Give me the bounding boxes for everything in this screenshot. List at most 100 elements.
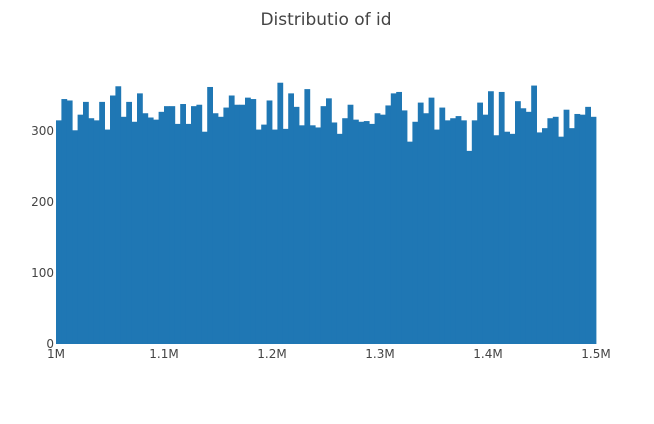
- histogram-bar: [374, 113, 381, 344]
- histogram-bar: [201, 131, 208, 344]
- histogram-bar: [174, 123, 181, 345]
- histogram-bar: [320, 106, 327, 345]
- histogram-bar: [504, 131, 510, 344]
- histogram-bar: [412, 121, 419, 345]
- histogram-bar: [299, 125, 305, 344]
- histogram-bar: [471, 120, 478, 344]
- histogram-bar: [428, 97, 435, 344]
- x-tick-label: 1.2M: [257, 347, 286, 361]
- histogram-bar: [488, 91, 494, 345]
- histogram-bar: [552, 116, 559, 344]
- histogram-bar: [569, 128, 575, 344]
- histogram-bar: [131, 121, 138, 345]
- y-tick-label: 0: [46, 337, 54, 351]
- histogram-bar: [369, 123, 375, 345]
- histogram-bar: [72, 130, 78, 344]
- x-tick-label: 1M: [47, 347, 65, 361]
- histogram-bar: [126, 101, 132, 344]
- y-tick-label: 100: [31, 266, 54, 280]
- histogram-bar: [153, 119, 159, 344]
- histogram-bar: [536, 132, 543, 344]
- histogram-bar: [304, 89, 311, 344]
- histogram-bar: [288, 93, 294, 345]
- histogram-bar: [115, 86, 122, 345]
- histogram-bar: [401, 110, 408, 344]
- histogram-bar: [336, 133, 343, 344]
- histogram-bar: [282, 128, 289, 344]
- y-tick-label: 200: [31, 195, 54, 209]
- histogram-bar: [66, 100, 73, 344]
- histogram-bar: [185, 123, 192, 345]
- histogram-bar: [493, 135, 500, 344]
- histogram-bar: [466, 150, 473, 344]
- histogram-bar: [563, 109, 570, 344]
- histogram-bar: [342, 118, 348, 344]
- y-tick-label: 300: [31, 124, 54, 138]
- histogram-bar: [477, 102, 483, 344]
- x-tick-label: 1.5M: [581, 347, 610, 361]
- histogram-bar: [423, 113, 429, 344]
- histogram-bar: [515, 101, 521, 345]
- histogram-bar: [574, 113, 581, 345]
- histogram-bar: [88, 118, 95, 344]
- histogram-bar: [439, 107, 446, 344]
- histogram-bar: [347, 104, 354, 344]
- histogram-bar: [147, 117, 154, 344]
- histogram-bar: [104, 129, 111, 344]
- histogram-bar: [331, 122, 338, 344]
- histogram-bar: [234, 104, 240, 344]
- histogram-bar: [380, 114, 386, 344]
- y-axis-ticks: 0 100 200 300: [31, 124, 54, 351]
- histogram-bar: [77, 114, 84, 344]
- histogram-bar: [531, 85, 537, 344]
- histogram-bar: [245, 97, 251, 344]
- histogram-bar: [520, 108, 527, 344]
- histogram-bar: [434, 129, 440, 344]
- x-tick-label: 1.4M: [473, 347, 502, 361]
- histogram-bar: [293, 106, 300, 344]
- bars-group: [56, 82, 597, 345]
- chart-title: Distributio of id: [260, 10, 391, 30]
- histogram-bar: [207, 86, 213, 344]
- histogram-bar: [363, 121, 370, 344]
- histogram-bar: [590, 116, 597, 344]
- histogram-bar: [390, 93, 397, 345]
- histogram-bar: [93, 120, 100, 344]
- histogram-bar: [272, 129, 278, 344]
- histogram-bar: [579, 114, 586, 344]
- histogram-bar: [239, 104, 246, 344]
- histogram-bar: [266, 100, 273, 344]
- histogram-bar: [196, 104, 203, 344]
- histogram-bar: [277, 82, 284, 344]
- histogram-bar: [450, 118, 456, 344]
- histogram-bar: [223, 107, 230, 344]
- histogram-bar: [482, 114, 489, 344]
- histogram-bar: [180, 104, 186, 345]
- histogram-bar: [353, 119, 359, 344]
- histogram-bar: [158, 111, 165, 344]
- histogram-bar: [61, 99, 68, 344]
- histogram-bar: [261, 124, 267, 344]
- histogram-bar: [212, 113, 219, 344]
- histogram-bar: [558, 136, 564, 344]
- x-axis-ticks: 1M 1.1M 1.2M 1.3M 1.4M 1.5M: [47, 347, 611, 361]
- histogram-bar: [142, 113, 149, 344]
- histogram-bar: [407, 141, 413, 344]
- histogram-bar: [444, 120, 451, 344]
- histogram-bar: [137, 93, 143, 345]
- histogram-bar: [585, 106, 591, 344]
- histogram-bar: [255, 129, 262, 344]
- histogram-bar: [56, 120, 62, 344]
- histogram-bar: [250, 99, 257, 344]
- histogram-bar: [396, 91, 402, 344]
- histogram-bar: [358, 121, 365, 345]
- x-tick-label: 1.3M: [365, 347, 394, 361]
- histogram-bar: [509, 133, 516, 344]
- histogram-bar: [498, 91, 505, 344]
- histogram-bar: [547, 118, 554, 344]
- histogram-bar: [525, 111, 532, 344]
- histogram-bar: [218, 116, 224, 344]
- histogram-bar: [191, 106, 197, 345]
- histogram-bar: [309, 125, 316, 344]
